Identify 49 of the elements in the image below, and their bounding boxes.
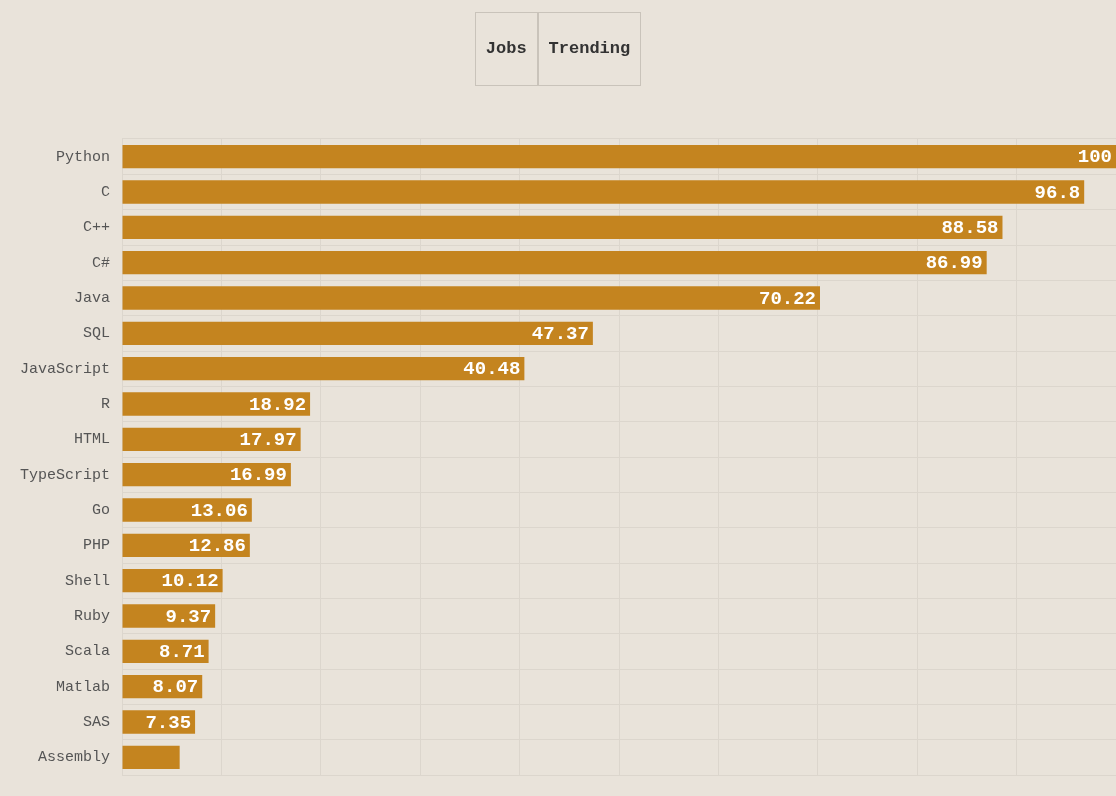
y-tick-label: Scala [65, 643, 111, 661]
bar [122, 604, 216, 628]
y-tick-label: Shell [65, 572, 111, 590]
bar [122, 357, 525, 381]
y-tick-label: Python [56, 148, 111, 166]
bar [122, 286, 820, 310]
bar [122, 215, 1003, 239]
y-tick-label: Matlab [56, 678, 111, 696]
bar [122, 498, 252, 522]
y-tick-label: R [101, 395, 111, 413]
bar [122, 745, 180, 769]
data-label: 7.35 [145, 711, 192, 734]
y-tick-label: JavaScript [20, 360, 111, 378]
data-label: 88.58 [941, 217, 999, 240]
y-tick-label: C# [92, 254, 111, 272]
bar [122, 392, 311, 416]
data-label: 10.12 [161, 570, 219, 593]
y-tick-label: HTML [74, 431, 111, 449]
data-label: 96.8 [1034, 181, 1081, 204]
y-tick-label: Java [74, 289, 111, 307]
y-tick-label: C [101, 183, 111, 201]
data-label: 70.22 [758, 287, 816, 310]
y-tick-label: Go [92, 501, 111, 519]
data-label: 8.07 [152, 676, 199, 699]
data-label: 47.37 [531, 323, 589, 346]
data-label: 18.92 [249, 393, 307, 416]
data-label: 9.37 [165, 605, 212, 628]
data-label: 100 [1077, 146, 1112, 169]
text: Trending [537, 12, 642, 86]
y-tick-label: SQL [83, 325, 111, 343]
bar [122, 321, 593, 345]
bar [122, 427, 301, 451]
data-label: 17.97 [239, 429, 297, 452]
y-tick-label: TypeScript [20, 466, 111, 484]
text: Jobs [474, 12, 538, 86]
y-tick-label: Assembly [38, 749, 111, 767]
data-label: 12.86 [188, 535, 246, 558]
data-label: 40.48 [463, 358, 521, 381]
y-tick-label: PHP [83, 537, 111, 555]
bar [122, 145, 1116, 169]
data-label: 13.06 [190, 499, 248, 522]
y-tick-label: C++ [83, 219, 111, 237]
y-tick-label: SAS [83, 713, 111, 731]
y-tick-label: Ruby [74, 607, 111, 625]
data-label: 86.99 [925, 252, 983, 275]
data-label: 16.99 [229, 464, 287, 487]
data-label: 8.71 [158, 641, 205, 664]
bar [122, 180, 1085, 204]
bar [122, 251, 987, 275]
